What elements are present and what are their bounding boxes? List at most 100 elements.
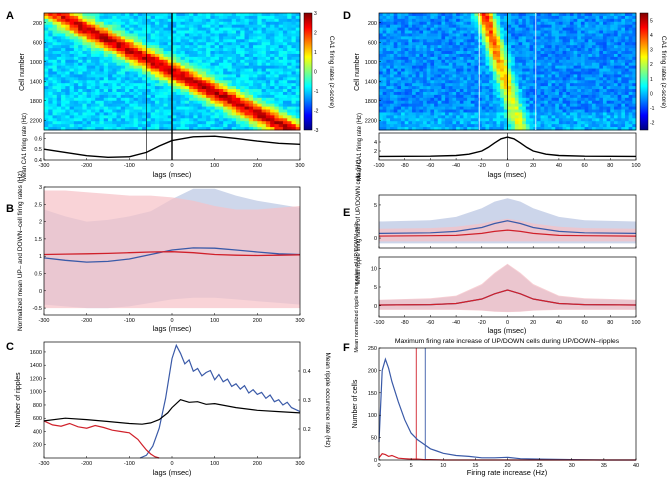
panel-d-heatmap-cell — [404, 91, 409, 96]
panel-a-heatmap-cell — [172, 42, 177, 46]
panel-d-heatmap-cell — [467, 112, 472, 116]
panel-d-heatmap-cell — [426, 97, 431, 102]
panel-d-heatmap-cell — [382, 30, 387, 34]
panel-d-heatmap-cell — [511, 45, 516, 49]
panel-d-heatmap-cell — [404, 33, 409, 37]
panel-d-heatmap-cell — [397, 56, 402, 61]
panel-a-heatmap-cell — [137, 56, 143, 61]
panel-d-heatmap-cell — [412, 89, 417, 93]
panel-d-heatmap-cell — [386, 42, 391, 46]
panel-a-heatmap-cell — [90, 68, 96, 72]
panel-d-heatmap-cell — [621, 39, 626, 43]
panel-d-heatmap-cell — [551, 106, 556, 110]
panel-d-heatmap-cell — [500, 15, 505, 20]
panel-a-heatmap-cell — [48, 109, 53, 113]
panel-d-heatmap-cell — [566, 86, 571, 90]
panel-a-heatmap-cell — [214, 112, 220, 116]
panel-d-heatmap-cell — [393, 71, 398, 75]
panel-a-heatmap-cell — [274, 86, 280, 90]
panel-d-heatmap-cell — [412, 68, 417, 72]
panel-a-heatmap-cell — [231, 53, 237, 58]
panel-a-heatmap-cell — [150, 97, 156, 102]
panel-d-heatmap-cell — [496, 83, 501, 87]
panel-a-heatmap-cell — [150, 100, 156, 105]
panel-a-heatmap-cell — [248, 18, 254, 23]
panel-a-heatmap-cell — [116, 48, 122, 52]
panel-d-heatmap-cell — [624, 77, 630, 81]
panel-d-heatmap-cell — [544, 112, 549, 116]
panel-d-heatmap-cell — [441, 91, 446, 96]
panel-a-heatmap-cell — [73, 42, 79, 46]
panel-d-heatmap-cell — [507, 94, 512, 99]
panel-a-heatmap-cell — [231, 121, 237, 125]
panel-d-heatmap-cell — [518, 68, 523, 72]
panel-d-heatmap-cell — [434, 89, 439, 93]
panel-a-heatmap-cell — [167, 106, 173, 110]
panel-d-heatmap-cell — [540, 68, 545, 72]
panel-d-heatmap-cell — [511, 91, 516, 96]
panel-d-heatmap-cell — [445, 83, 450, 87]
panel-a-heatmap-cell — [56, 33, 62, 37]
panel-a-heatmap-cell — [201, 124, 207, 128]
panel-d-heatmap-cell — [507, 24, 512, 29]
panel-a-heatmap-cell — [133, 127, 139, 131]
panel-a-heatmap-cell — [69, 51, 75, 55]
panel-d-heatmap-cell — [500, 18, 505, 23]
panel-a-heatmap-cell — [274, 59, 280, 64]
panel-d-heatmap-cell — [485, 89, 490, 93]
panel-d-heatmap-cell — [540, 112, 545, 116]
panel-a-heatmap-cell — [146, 109, 152, 113]
panel-a-heatmap-cell — [253, 71, 258, 75]
panel-a-heatmap-cell — [86, 15, 92, 20]
panel-a-heatmap-cell — [231, 118, 237, 122]
panel-d-heatmap-cell — [602, 42, 608, 46]
panel-a-heatmap-cell — [112, 68, 117, 72]
panel-d-heatmap-cell — [397, 48, 402, 52]
panel-a-heatmap-cell — [133, 103, 139, 107]
panel-a-heatmap-cell — [108, 27, 113, 31]
panel-a-heatmap-cell — [231, 21, 237, 26]
panel-a-heatmap-cell — [231, 13, 237, 17]
panel-a-heatmap-cell — [189, 100, 194, 105]
panel-d-heatmap-cell — [525, 80, 530, 84]
panel-d-heatmap-cell — [562, 53, 567, 58]
panel-d-heatmap-cell — [584, 53, 589, 58]
panel-a-heatmap-cell — [227, 127, 233, 131]
panel-a-heatmap-cell — [240, 68, 245, 72]
panel-d-heatmap-cell — [617, 51, 622, 55]
panel-a-heatmap-cell — [159, 39, 164, 43]
panel-a-heatmap-cell — [78, 30, 83, 34]
panel-d-heatmap-cell — [602, 77, 608, 81]
panel-a-heatmap-cell — [120, 91, 126, 96]
panel-a-heatmap-cell — [189, 124, 194, 128]
panel-a-heatmap-cell — [44, 51, 49, 55]
panel-a-heatmap-cell — [108, 86, 113, 90]
panel-d-heatmap-cell — [511, 48, 516, 52]
panel-d-heatmap-cell — [588, 48, 593, 52]
panel-d-heatmap-cell — [540, 39, 545, 43]
panel-d-heatmap-cell — [478, 83, 483, 87]
panel-d-heatmap-cell — [606, 18, 611, 23]
panel-d-heatmap-cell — [617, 65, 622, 69]
panel-d-heatmap-cell — [588, 80, 593, 84]
panel-a-heatmap-cell — [206, 80, 211, 84]
panel-a-heatmap-cell — [244, 53, 250, 58]
panel-a-heatmap-cell — [65, 51, 70, 55]
panel-d-heatmap-cell — [459, 53, 464, 58]
panel-a-heatmap-cell — [218, 42, 224, 46]
panel-a-heatmap-cell — [265, 106, 271, 110]
panel-a-heatmap-cell — [116, 124, 122, 128]
panel-d-heatmap-cell — [558, 83, 563, 87]
panel-a-heatmap-cell — [227, 59, 233, 64]
panel-d-heatmap-cell — [386, 68, 391, 72]
panel-d-heatmap-cell — [613, 36, 619, 40]
panel-a-heatmap-cell — [244, 74, 250, 78]
panel-a-heatmap-cell — [248, 33, 254, 37]
panel-d-heatmap-cell — [628, 100, 633, 105]
panel-a-heatmap-cell — [52, 112, 58, 116]
panel-d-heatmap-cell — [481, 77, 486, 81]
panel-d-heatmap-cell — [386, 103, 391, 107]
panel-d-heatmap-cell — [434, 33, 439, 37]
panel-d-heatmap-cell — [485, 18, 490, 23]
panel-d-heatmap-cell — [562, 15, 567, 20]
